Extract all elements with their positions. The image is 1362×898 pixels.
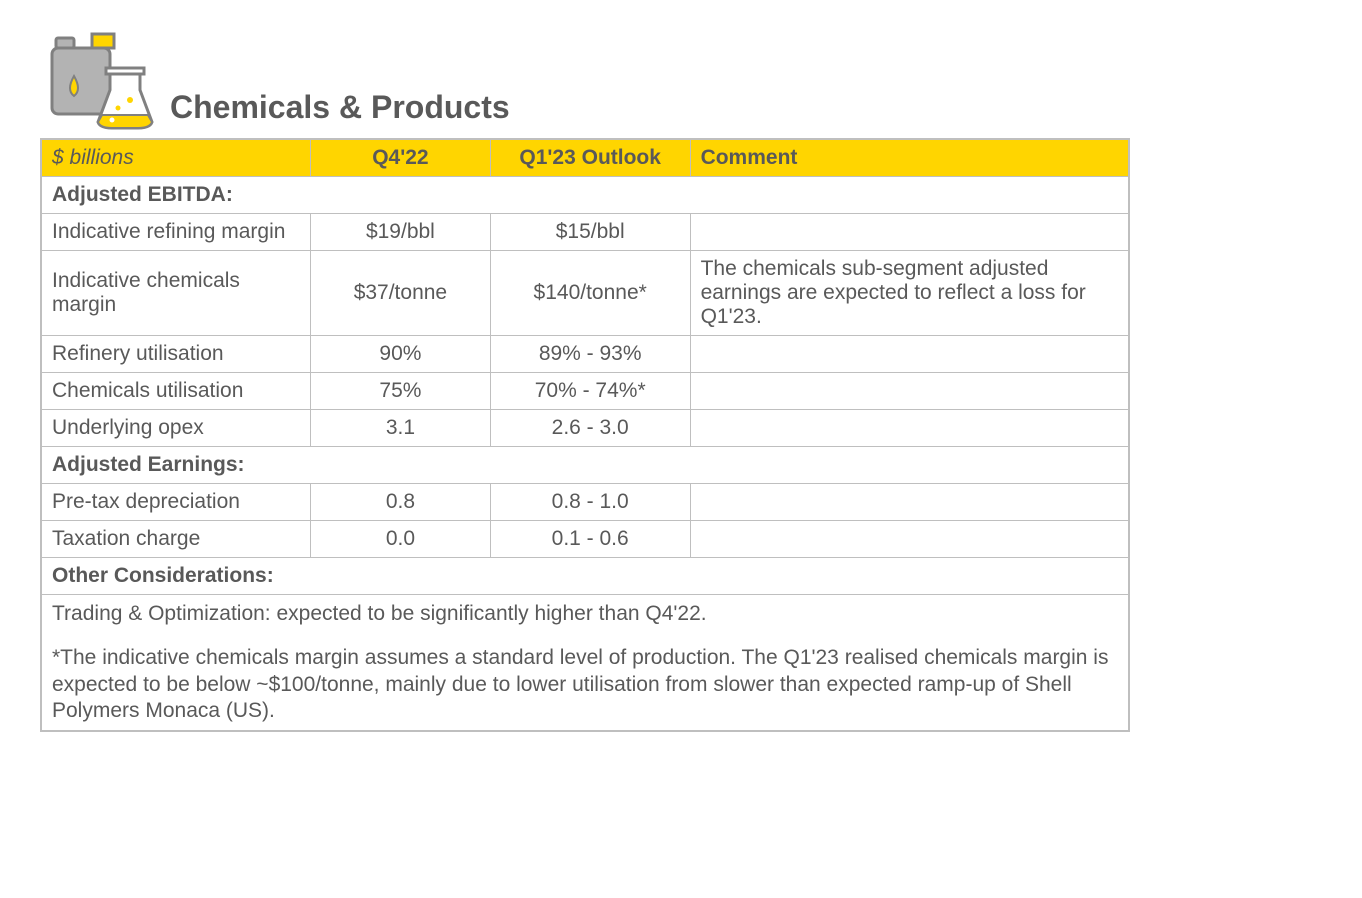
chemicals-products-table: $ billions Q4'22 Q1'23 Outlook Comment A… bbox=[40, 138, 1130, 732]
row-q4: $19/bbl bbox=[311, 214, 491, 251]
row-q4: 0.0 bbox=[311, 521, 491, 558]
row-label: Pre-tax depreciation bbox=[41, 484, 311, 521]
row-comment bbox=[690, 484, 1129, 521]
header: Chemicals & Products bbox=[40, 30, 1322, 130]
table-row: Indicative refining margin $19/bbl $15/b… bbox=[41, 214, 1129, 251]
row-q4: 0.8 bbox=[311, 484, 491, 521]
col-header-q1: Q1'23 Outlook bbox=[490, 139, 690, 177]
row-q1: 0.1 - 0.6 bbox=[490, 521, 690, 558]
row-comment bbox=[690, 521, 1129, 558]
row-comment bbox=[690, 214, 1129, 251]
row-q4: 75% bbox=[311, 373, 491, 410]
table-row: Refinery utilisation 90% 89% - 93% bbox=[41, 336, 1129, 373]
row-q1: 2.6 - 3.0 bbox=[490, 410, 690, 447]
row-comment bbox=[690, 373, 1129, 410]
row-q4: $37/tonne bbox=[311, 251, 491, 336]
section-label: Adjusted Earnings: bbox=[41, 447, 1129, 484]
section-label: Adjusted EBITDA: bbox=[41, 177, 1129, 214]
section-row-other: Other Considerations: bbox=[41, 558, 1129, 595]
footnote-line-2: *The indicative chemicals margin assumes… bbox=[52, 645, 1118, 724]
row-label: Indicative refining margin bbox=[41, 214, 311, 251]
table-header-row: $ billions Q4'22 Q1'23 Outlook Comment bbox=[41, 139, 1129, 177]
row-comment bbox=[690, 410, 1129, 447]
table-row: Pre-tax depreciation 0.8 0.8 - 1.0 bbox=[41, 484, 1129, 521]
row-q1: 0.8 - 1.0 bbox=[490, 484, 690, 521]
section-row-earnings: Adjusted Earnings: bbox=[41, 447, 1129, 484]
row-label: Underlying opex bbox=[41, 410, 311, 447]
row-label: Taxation charge bbox=[41, 521, 311, 558]
footnote-row: Trading & Optimization: expected to be s… bbox=[41, 595, 1129, 732]
row-q4: 90% bbox=[311, 336, 491, 373]
row-comment bbox=[690, 336, 1129, 373]
col-header-units: $ billions bbox=[41, 139, 311, 177]
row-q1: $15/bbl bbox=[490, 214, 690, 251]
table-row: Underlying opex 3.1 2.6 - 3.0 bbox=[41, 410, 1129, 447]
section-label: Other Considerations: bbox=[41, 558, 1129, 595]
row-q4: 3.1 bbox=[311, 410, 491, 447]
chemicals-products-icon bbox=[40, 30, 160, 130]
row-label: Chemicals utilisation bbox=[41, 373, 311, 410]
section-row-ebitda: Adjusted EBITDA: bbox=[41, 177, 1129, 214]
row-q1: $140/tonne* bbox=[490, 251, 690, 336]
col-header-comment: Comment bbox=[690, 139, 1129, 177]
footnote-cell: Trading & Optimization: expected to be s… bbox=[41, 595, 1129, 732]
row-label: Refinery utilisation bbox=[41, 336, 311, 373]
row-q1: 70% - 74%* bbox=[490, 373, 690, 410]
row-q1: 89% - 93% bbox=[490, 336, 690, 373]
col-header-q4: Q4'22 bbox=[311, 139, 491, 177]
page-title: Chemicals & Products bbox=[170, 89, 510, 126]
footnote-line-1: Trading & Optimization: expected to be s… bbox=[52, 601, 1118, 627]
row-comment: The chemicals sub-segment adjusted earni… bbox=[690, 251, 1129, 336]
table-row: Indicative chemicals margin $37/tonne $1… bbox=[41, 251, 1129, 336]
table-row: Chemicals utilisation 75% 70% - 74%* bbox=[41, 373, 1129, 410]
row-label: Indicative chemicals margin bbox=[41, 251, 311, 336]
table-row: Taxation charge 0.0 0.1 - 0.6 bbox=[41, 521, 1129, 558]
